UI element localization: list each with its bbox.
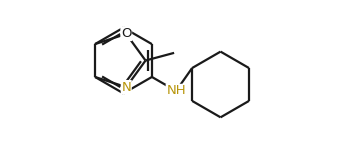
Text: NH: NH bbox=[166, 84, 186, 97]
Text: O: O bbox=[121, 27, 131, 40]
Text: N: N bbox=[121, 81, 131, 94]
